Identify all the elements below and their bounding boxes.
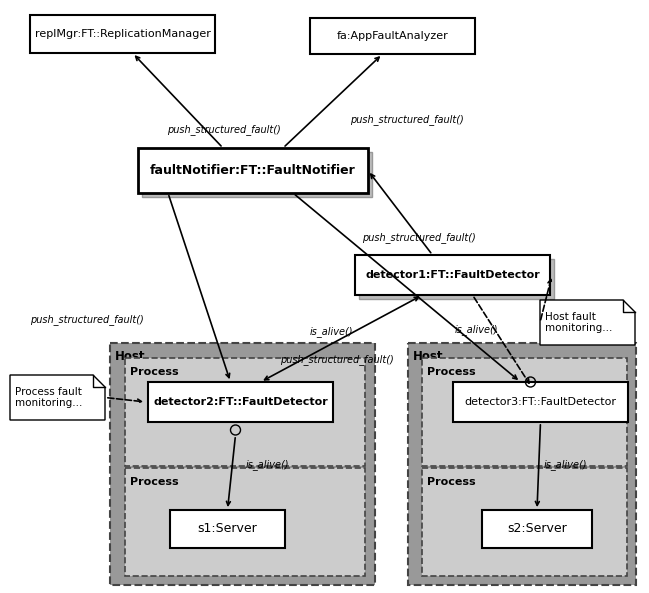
Bar [138,148,368,193]
Bar [30,15,215,53]
Text: Process: Process [427,477,476,487]
Bar [422,358,627,466]
Text: s1:Server: s1:Server [198,522,258,535]
Text: is_alive(): is_alive() [245,460,289,470]
Bar [310,18,475,54]
Text: s2:Server: s2:Server [507,522,567,535]
Bar [125,358,365,466]
Text: Process: Process [130,477,178,487]
Text: Process: Process [130,367,178,377]
Text: push_structured_fault(): push_structured_fault() [350,114,464,126]
Text: is_alive(): is_alive() [455,324,498,336]
Polygon shape [540,300,635,345]
Text: Host fault
monitoring...: Host fault monitoring... [545,312,613,333]
Bar [355,255,550,295]
Text: faultNotifier:FT::FaultNotifier: faultNotifier:FT::FaultNotifier [150,164,356,177]
Bar [142,152,372,197]
Bar [170,510,285,548]
Text: fa:AppFaultAnalyzer: fa:AppFaultAnalyzer [337,31,448,41]
Bar [453,382,628,422]
Bar [148,382,333,422]
Bar [125,468,365,576]
Text: Host: Host [115,350,145,364]
Text: is_alive(): is_alive() [310,327,354,337]
Text: push_structured_fault(): push_structured_fault() [167,125,281,135]
Text: Process: Process [427,367,476,377]
Text: Process fault
monitoring...: Process fault monitoring... [15,387,82,409]
Bar [422,468,627,576]
Text: push_structured_fault(): push_structured_fault() [280,355,394,365]
Text: Host: Host [413,350,443,364]
Bar [110,343,375,585]
Text: detector1:FT::FaultDetector: detector1:FT::FaultDetector [365,270,540,280]
Bar [359,259,554,299]
Polygon shape [10,375,105,420]
Text: replMgr:FT::ReplicationManager: replMgr:FT::ReplicationManager [34,29,210,39]
Bar [408,343,636,585]
Text: detector3:FT::FaultDetector: detector3:FT::FaultDetector [465,397,617,407]
Text: push_structured_fault(): push_structured_fault() [30,314,143,326]
Bar [482,510,592,548]
Text: is_alive(): is_alive() [543,460,587,470]
Text: push_structured_fault(): push_structured_fault() [362,232,476,244]
Text: detector2:FT::FaultDetector: detector2:FT::FaultDetector [153,397,328,407]
